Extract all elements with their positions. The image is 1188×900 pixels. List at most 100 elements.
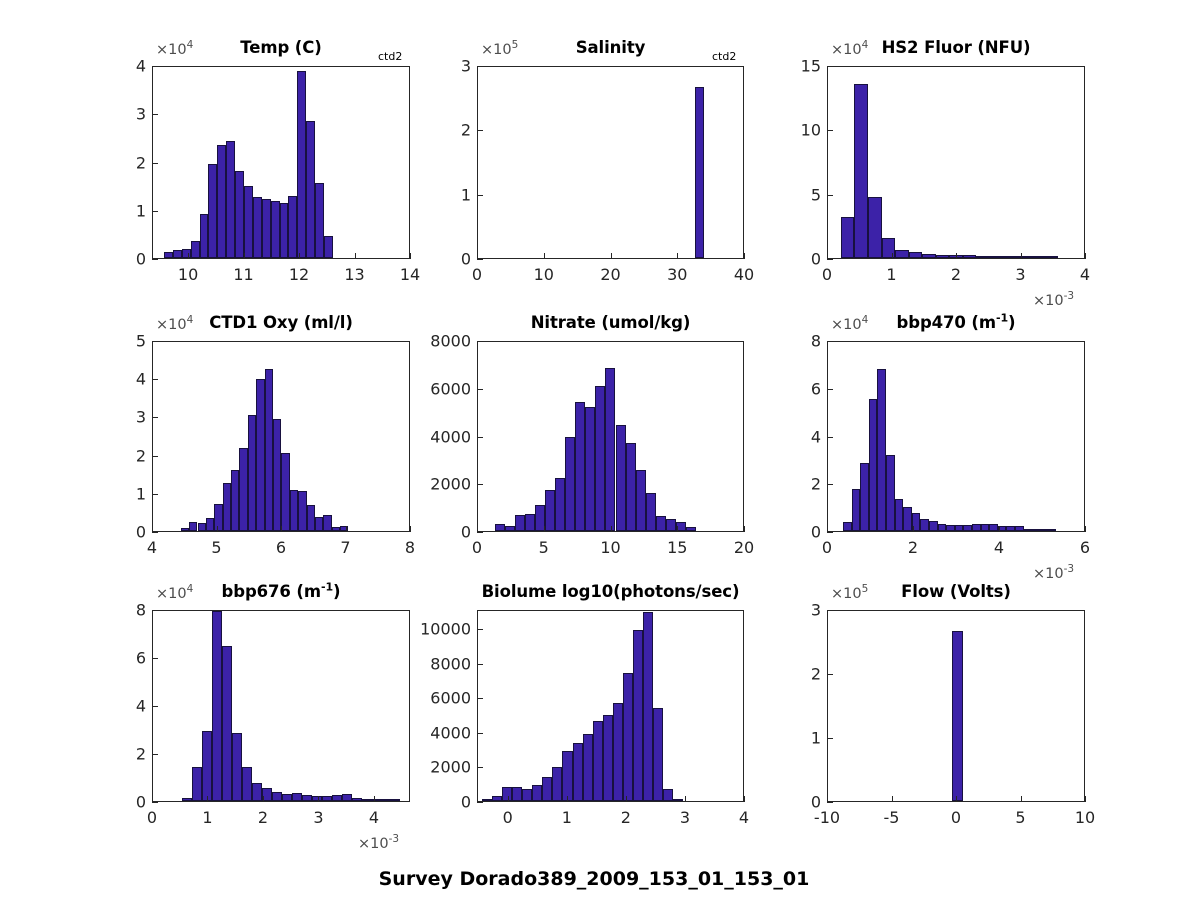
x-tick-label: 1 xyxy=(561,808,572,827)
y-tick-label: 0 xyxy=(460,249,471,269)
histogram-bar xyxy=(952,630,963,801)
histogram-bar xyxy=(592,720,603,801)
y-tick-label: 0 xyxy=(810,249,821,269)
y-tick-label: 2 xyxy=(135,153,146,172)
y-tick-label: 1 xyxy=(810,728,821,748)
histogram-bar xyxy=(362,799,373,801)
x-tick-label: 7 xyxy=(340,538,351,557)
y-tick-mark xyxy=(152,114,158,116)
histogram-bar xyxy=(1030,256,1045,258)
histogram-bar xyxy=(239,447,248,531)
x-tick-mark xyxy=(891,253,893,259)
y-tick-label: 3 xyxy=(135,407,146,427)
x-tick-mark xyxy=(477,526,478,532)
x-tick-mark xyxy=(477,253,478,259)
histogram-bar xyxy=(625,442,636,531)
y-tick-label: 3 xyxy=(135,104,146,124)
y-tick-label: 10 xyxy=(800,120,821,140)
histogram-bar xyxy=(492,796,503,801)
bars-ctd1-oxy xyxy=(153,342,409,531)
histogram-bar xyxy=(502,787,513,801)
y-tick-mark xyxy=(827,674,833,675)
histogram-bar xyxy=(332,795,343,801)
histogram-bar xyxy=(582,733,593,801)
bars-nitrate xyxy=(478,342,743,531)
x-tick-mark xyxy=(827,796,828,802)
histogram-bar xyxy=(247,414,257,531)
y-tick-mark xyxy=(827,130,833,132)
y-tick-label: 8000 xyxy=(430,331,471,351)
x-tick-label: 2 xyxy=(257,808,269,827)
x-tick-label: 4 xyxy=(993,538,1005,557)
histogram-bar xyxy=(256,379,265,531)
x-tick-label: 0 xyxy=(146,808,158,827)
y-tick-mark xyxy=(152,493,158,495)
histogram-bar xyxy=(840,216,855,258)
histogram-bar xyxy=(877,368,887,531)
histogram-bar xyxy=(555,477,566,531)
histogram-bar xyxy=(1006,526,1016,531)
y-tick-mark xyxy=(477,532,483,533)
histogram-bar xyxy=(946,525,955,531)
histogram-bar xyxy=(1016,256,1031,258)
x-tick-mark xyxy=(410,526,411,532)
y-tick-label: 2 xyxy=(135,744,146,764)
x-tick-label: 2 xyxy=(950,265,962,284)
panel-title-ctd1-oxy: CTD1 Oxy (ml/l) xyxy=(152,313,410,332)
x-tick-mark xyxy=(354,253,356,259)
x-tick-mark xyxy=(827,253,828,259)
histogram-bar xyxy=(954,525,964,531)
histogram-bar xyxy=(272,791,283,801)
x-tick-label: 3 xyxy=(313,808,324,827)
histogram-bar xyxy=(911,513,921,531)
x-tick-label: 5 xyxy=(538,538,549,557)
y-tick-mark xyxy=(477,341,483,342)
y-tick-label: 0 xyxy=(135,792,146,812)
y-tick-mark xyxy=(827,259,833,260)
y-tick-mark xyxy=(152,706,158,707)
y-tick-mark xyxy=(477,130,483,132)
y-tick-label: 3 xyxy=(460,56,471,76)
y-tick-label: 4000 xyxy=(430,427,471,446)
x-tick-mark xyxy=(1020,796,1022,802)
y-tick-mark xyxy=(477,698,483,700)
bars-temp xyxy=(153,67,409,258)
x-tick-mark xyxy=(913,526,914,532)
y-tick-mark xyxy=(827,66,833,67)
y-tick-mark xyxy=(827,341,833,342)
x-tick-label: 4 xyxy=(738,808,750,827)
y-tick-mark xyxy=(152,417,158,419)
histogram-bar xyxy=(482,799,493,801)
panel-title-salinity: Salinity xyxy=(477,38,744,57)
histogram-bar xyxy=(655,515,666,531)
x-tick-label: 11 xyxy=(233,265,254,284)
x-tick-label: 4 xyxy=(1079,265,1091,284)
histogram-bar xyxy=(505,525,516,531)
x-tick-label: 12 xyxy=(288,265,310,284)
histogram-bar xyxy=(615,424,626,531)
y-tick-label: 0 xyxy=(460,522,471,542)
histogram-bar xyxy=(281,453,290,531)
histogram-bar xyxy=(192,767,203,801)
x-tick-label: 0 xyxy=(950,808,962,827)
y-tick-mark xyxy=(152,658,158,659)
histogram-bar xyxy=(197,523,206,531)
histogram-bar xyxy=(392,799,400,801)
axes-nitrate xyxy=(477,341,744,532)
y-tick-mark xyxy=(477,767,483,769)
histogram-bar xyxy=(306,505,315,531)
histogram-bar xyxy=(302,795,313,801)
histogram-bar xyxy=(342,794,353,801)
x-tick-label: 13 xyxy=(344,265,365,284)
histogram-bar xyxy=(920,518,930,531)
panel-title-text: bbp676 (m-1) xyxy=(221,580,341,602)
histogram-bar xyxy=(262,787,273,801)
histogram-bar xyxy=(602,715,613,801)
y-tick-label: 2 xyxy=(460,120,471,140)
histogram-bar xyxy=(515,514,526,531)
x-tick-mark xyxy=(262,796,264,802)
x-tick-label: 1 xyxy=(202,808,213,827)
